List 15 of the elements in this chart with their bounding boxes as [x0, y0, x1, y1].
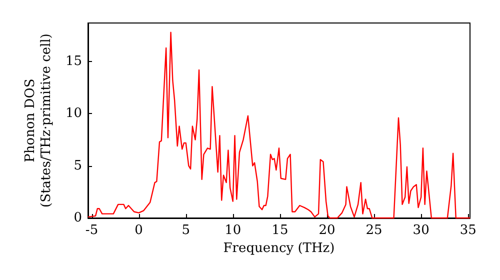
y-tick-label: 10 — [65, 106, 82, 122]
y-tick-label: 0 — [74, 210, 82, 226]
x-tick-label: 30 — [412, 223, 430, 238]
y-axis-title: Phonon DOS (States/THz·primitive cell) — [23, 33, 54, 208]
x-tick-label: 15 — [272, 223, 288, 238]
x-tick-label: 5 — [182, 223, 190, 238]
x-tick-label: 20 — [318, 223, 336, 238]
x-tick-label: 25 — [366, 223, 382, 238]
x-axis-title: Frequency (THz) — [223, 241, 335, 256]
x-tick-label: -5 — [85, 223, 98, 238]
x-tick-label: 35 — [460, 223, 476, 238]
x-tick-label: 10 — [224, 223, 242, 238]
y-tick-label: 15 — [65, 54, 82, 70]
y-tick-label: 5 — [74, 158, 82, 174]
x-tick-label: 0 — [134, 223, 143, 238]
